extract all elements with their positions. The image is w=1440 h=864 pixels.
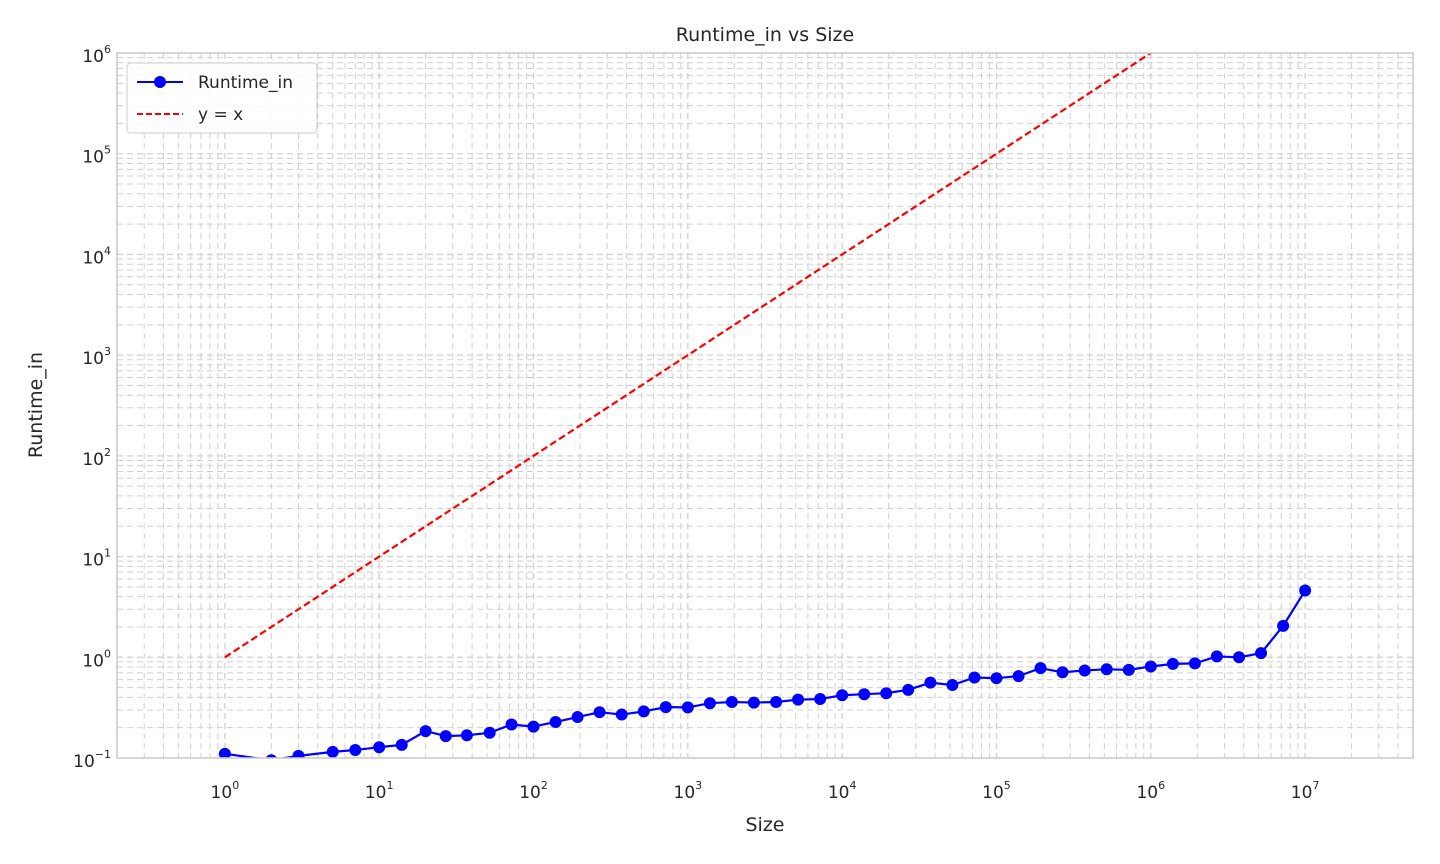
x-tick-labels: 100 101 102 103 104 105 106 107 [211,779,1320,803]
data-point [1166,657,1179,670]
data-point [1100,663,1113,676]
x-tick-label: 104 [828,779,857,803]
data-point [460,729,473,742]
data-point [395,738,408,751]
data-point [593,706,606,719]
series-layer [218,53,1312,758]
data-point [549,715,562,728]
data-point [836,689,849,702]
data-point [792,693,805,706]
data-point [858,688,871,701]
data-point [1255,647,1268,660]
legend-marker-runtime-in [154,76,166,88]
data-point [1277,619,1290,632]
data-point [681,701,694,714]
y-tick-label: 102 [82,446,111,470]
plot-frame [116,52,1414,759]
data-point [946,679,959,692]
data-point [483,726,496,739]
data-point [990,672,1003,685]
data-point [505,718,518,731]
data-point [924,676,937,689]
x-tick-label: 101 [365,779,394,803]
grid-lines [116,53,1414,758]
data-point [527,720,540,733]
data-point [770,695,783,708]
data-point [747,696,760,709]
data-point [1210,650,1223,663]
data-point [571,711,584,724]
data-point [218,747,231,758]
data-point [349,744,362,757]
legend-label-runtime-in: Runtime_in [198,73,293,93]
data-point [1034,662,1047,675]
x-tick-label: 102 [519,779,548,803]
y-axis-label: Runtime_in [25,352,47,458]
data-point [637,705,650,718]
data-point [725,695,738,708]
data-point [1144,660,1157,673]
data-point [1012,670,1025,683]
data-point [659,701,672,714]
data-point [1078,664,1091,677]
legend-label-y-equals-x: y = x [198,105,243,125]
data-point [373,741,386,754]
data-point [326,745,339,758]
x-tick-label: 105 [982,779,1011,803]
y-tick-label: 105 [82,144,111,168]
data-point [1233,651,1246,664]
data-point [703,697,716,710]
y-tick-label: 100 [82,647,111,671]
y-tick-label: 103 [82,345,111,369]
legend-box [126,62,318,134]
data-point [880,687,893,700]
x-axis-label: Size [745,814,784,836]
chart-title: Runtime_in vs Size [676,24,854,46]
data-point [615,708,628,721]
y-tick-label: 10−1 [73,748,111,772]
y-tick-labels: 10−1 100 101 102 103 104 105 106 [73,43,111,772]
data-point [292,749,305,758]
y-tick-label: 101 [82,547,111,571]
data-point [265,754,277,758]
data-point [439,730,452,743]
data-point [902,683,915,696]
x-tick-label: 100 [211,779,240,803]
x-tick-label: 107 [1291,779,1320,803]
y-tick-label: 106 [82,43,111,67]
data-point [419,725,432,738]
legend: Runtime_in y = x [126,62,318,134]
y-tick-label: 104 [82,244,111,268]
data-point [1056,666,1069,679]
data-point [1188,657,1201,670]
data-point [1122,663,1135,676]
series-line [224,589,1307,758]
data-point [968,671,981,684]
data-point [814,693,827,706]
x-tick-label: 106 [1136,779,1165,803]
x-tick-label: 103 [674,779,703,803]
data-point [1299,584,1312,597]
series-line [224,53,1153,659]
